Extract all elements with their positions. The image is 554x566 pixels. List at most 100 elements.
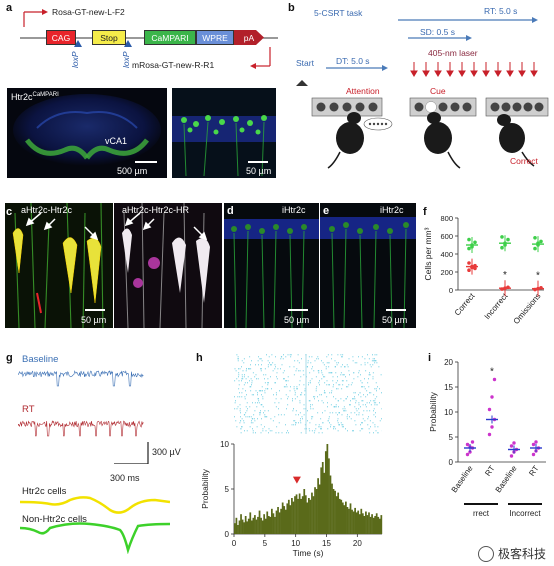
raster-tick <box>244 414 246 416</box>
dt-label: DT: 5.0 s <box>336 56 370 66</box>
raster-tick <box>337 388 339 390</box>
raster-tick <box>287 398 288 400</box>
i-category-label: RT <box>483 464 496 478</box>
h-bar <box>266 511 269 534</box>
raster-tick <box>362 418 364 420</box>
raster-tick <box>261 368 262 370</box>
f-data-point <box>533 246 537 251</box>
raster-tick <box>360 424 361 426</box>
raster-tick <box>234 396 235 398</box>
pa-label: pA <box>243 32 255 43</box>
raster-tick <box>259 414 261 416</box>
raster-tick <box>293 420 295 422</box>
raster-tick <box>331 390 333 392</box>
pa-segment: pA <box>234 30 264 45</box>
raster-tick <box>261 360 263 362</box>
raster-tick <box>239 410 241 412</box>
brain-section-drawing <box>13 94 161 166</box>
raster-tick <box>337 420 339 422</box>
h-ytick-label: 5 <box>225 485 230 494</box>
raster-tick <box>354 396 355 398</box>
raster-tick <box>364 358 366 360</box>
raster-tick <box>287 376 289 378</box>
raster-tick <box>346 380 348 382</box>
i-data-point <box>490 395 494 399</box>
raster-tick <box>331 392 332 394</box>
raster-tick <box>364 388 366 390</box>
raster-tick <box>264 392 266 394</box>
raster-tick <box>240 412 241 414</box>
raster-tick <box>372 378 374 380</box>
raster-tick <box>256 378 257 380</box>
raster-tick <box>296 388 298 390</box>
raster-tick <box>373 408 375 410</box>
raster-tick <box>295 424 296 426</box>
raster-tick <box>292 398 293 400</box>
raster-tick <box>347 430 348 432</box>
c-image-1: aHtr2c-Htr2c 50 µm <box>5 203 113 328</box>
raster-tick <box>300 394 302 396</box>
loxp-label-1: loxP <box>70 51 80 68</box>
raster-tick <box>372 376 374 378</box>
raster-tick <box>318 424 320 426</box>
raster-tick <box>286 432 287 434</box>
raster-tick <box>295 410 297 412</box>
raster-tick <box>280 368 281 370</box>
raster-tick <box>298 362 300 364</box>
raster-tick <box>266 354 267 356</box>
raster-tick <box>237 360 239 362</box>
raster-tick <box>311 356 313 358</box>
raster-tick <box>367 382 369 384</box>
i-data-point <box>487 407 492 412</box>
raster-tick <box>358 412 360 414</box>
raster-tick <box>313 396 314 398</box>
raster-tick <box>381 392 382 394</box>
raster-tick <box>249 356 251 358</box>
raster-tick <box>375 416 376 418</box>
raster-tick <box>252 432 254 434</box>
raster-tick <box>366 390 368 392</box>
h-bar <box>300 498 303 534</box>
raster-tick <box>257 402 258 404</box>
h-bar <box>334 490 336 534</box>
raster-tick <box>300 394 301 396</box>
raster-tick <box>329 372 331 374</box>
raster-tick <box>329 392 331 394</box>
raster-tick <box>244 382 246 384</box>
raster-tick <box>241 374 243 376</box>
h-xtick-label: 5 <box>263 539 268 548</box>
baseline-trace <box>18 370 144 387</box>
raster-tick <box>252 430 254 432</box>
raster-tick <box>358 402 360 404</box>
raster-tick <box>272 362 274 364</box>
h-bar <box>358 514 361 534</box>
raster-tick <box>258 364 259 366</box>
raster-tick <box>250 364 251 366</box>
raster-tick <box>256 406 258 408</box>
raster-tick <box>343 426 344 428</box>
raster-tick <box>293 366 295 368</box>
raster-tick <box>369 364 371 366</box>
f-data-point <box>467 237 471 242</box>
raster-tick <box>299 380 301 382</box>
brain-title: Htr2cCaMPARI <box>11 92 59 102</box>
raster-tick <box>326 396 328 398</box>
raster-tick <box>328 418 330 420</box>
raster-tick <box>282 358 284 360</box>
raster-tick <box>280 356 282 358</box>
raster-tick <box>361 422 362 424</box>
raster-tick <box>372 358 374 360</box>
rt-label: RT: 5.0 s <box>484 6 518 16</box>
raster-tick <box>241 426 242 428</box>
raster-tick <box>320 428 321 430</box>
raster-tick <box>294 394 296 396</box>
raster-tick <box>370 392 372 394</box>
raster-tick <box>369 392 370 394</box>
raster-tick <box>264 382 266 384</box>
i-data-point <box>470 440 475 444</box>
raster-tick <box>262 396 264 398</box>
raster-tick <box>335 404 337 406</box>
raster-tick <box>337 418 339 420</box>
raster-tick <box>316 358 318 360</box>
